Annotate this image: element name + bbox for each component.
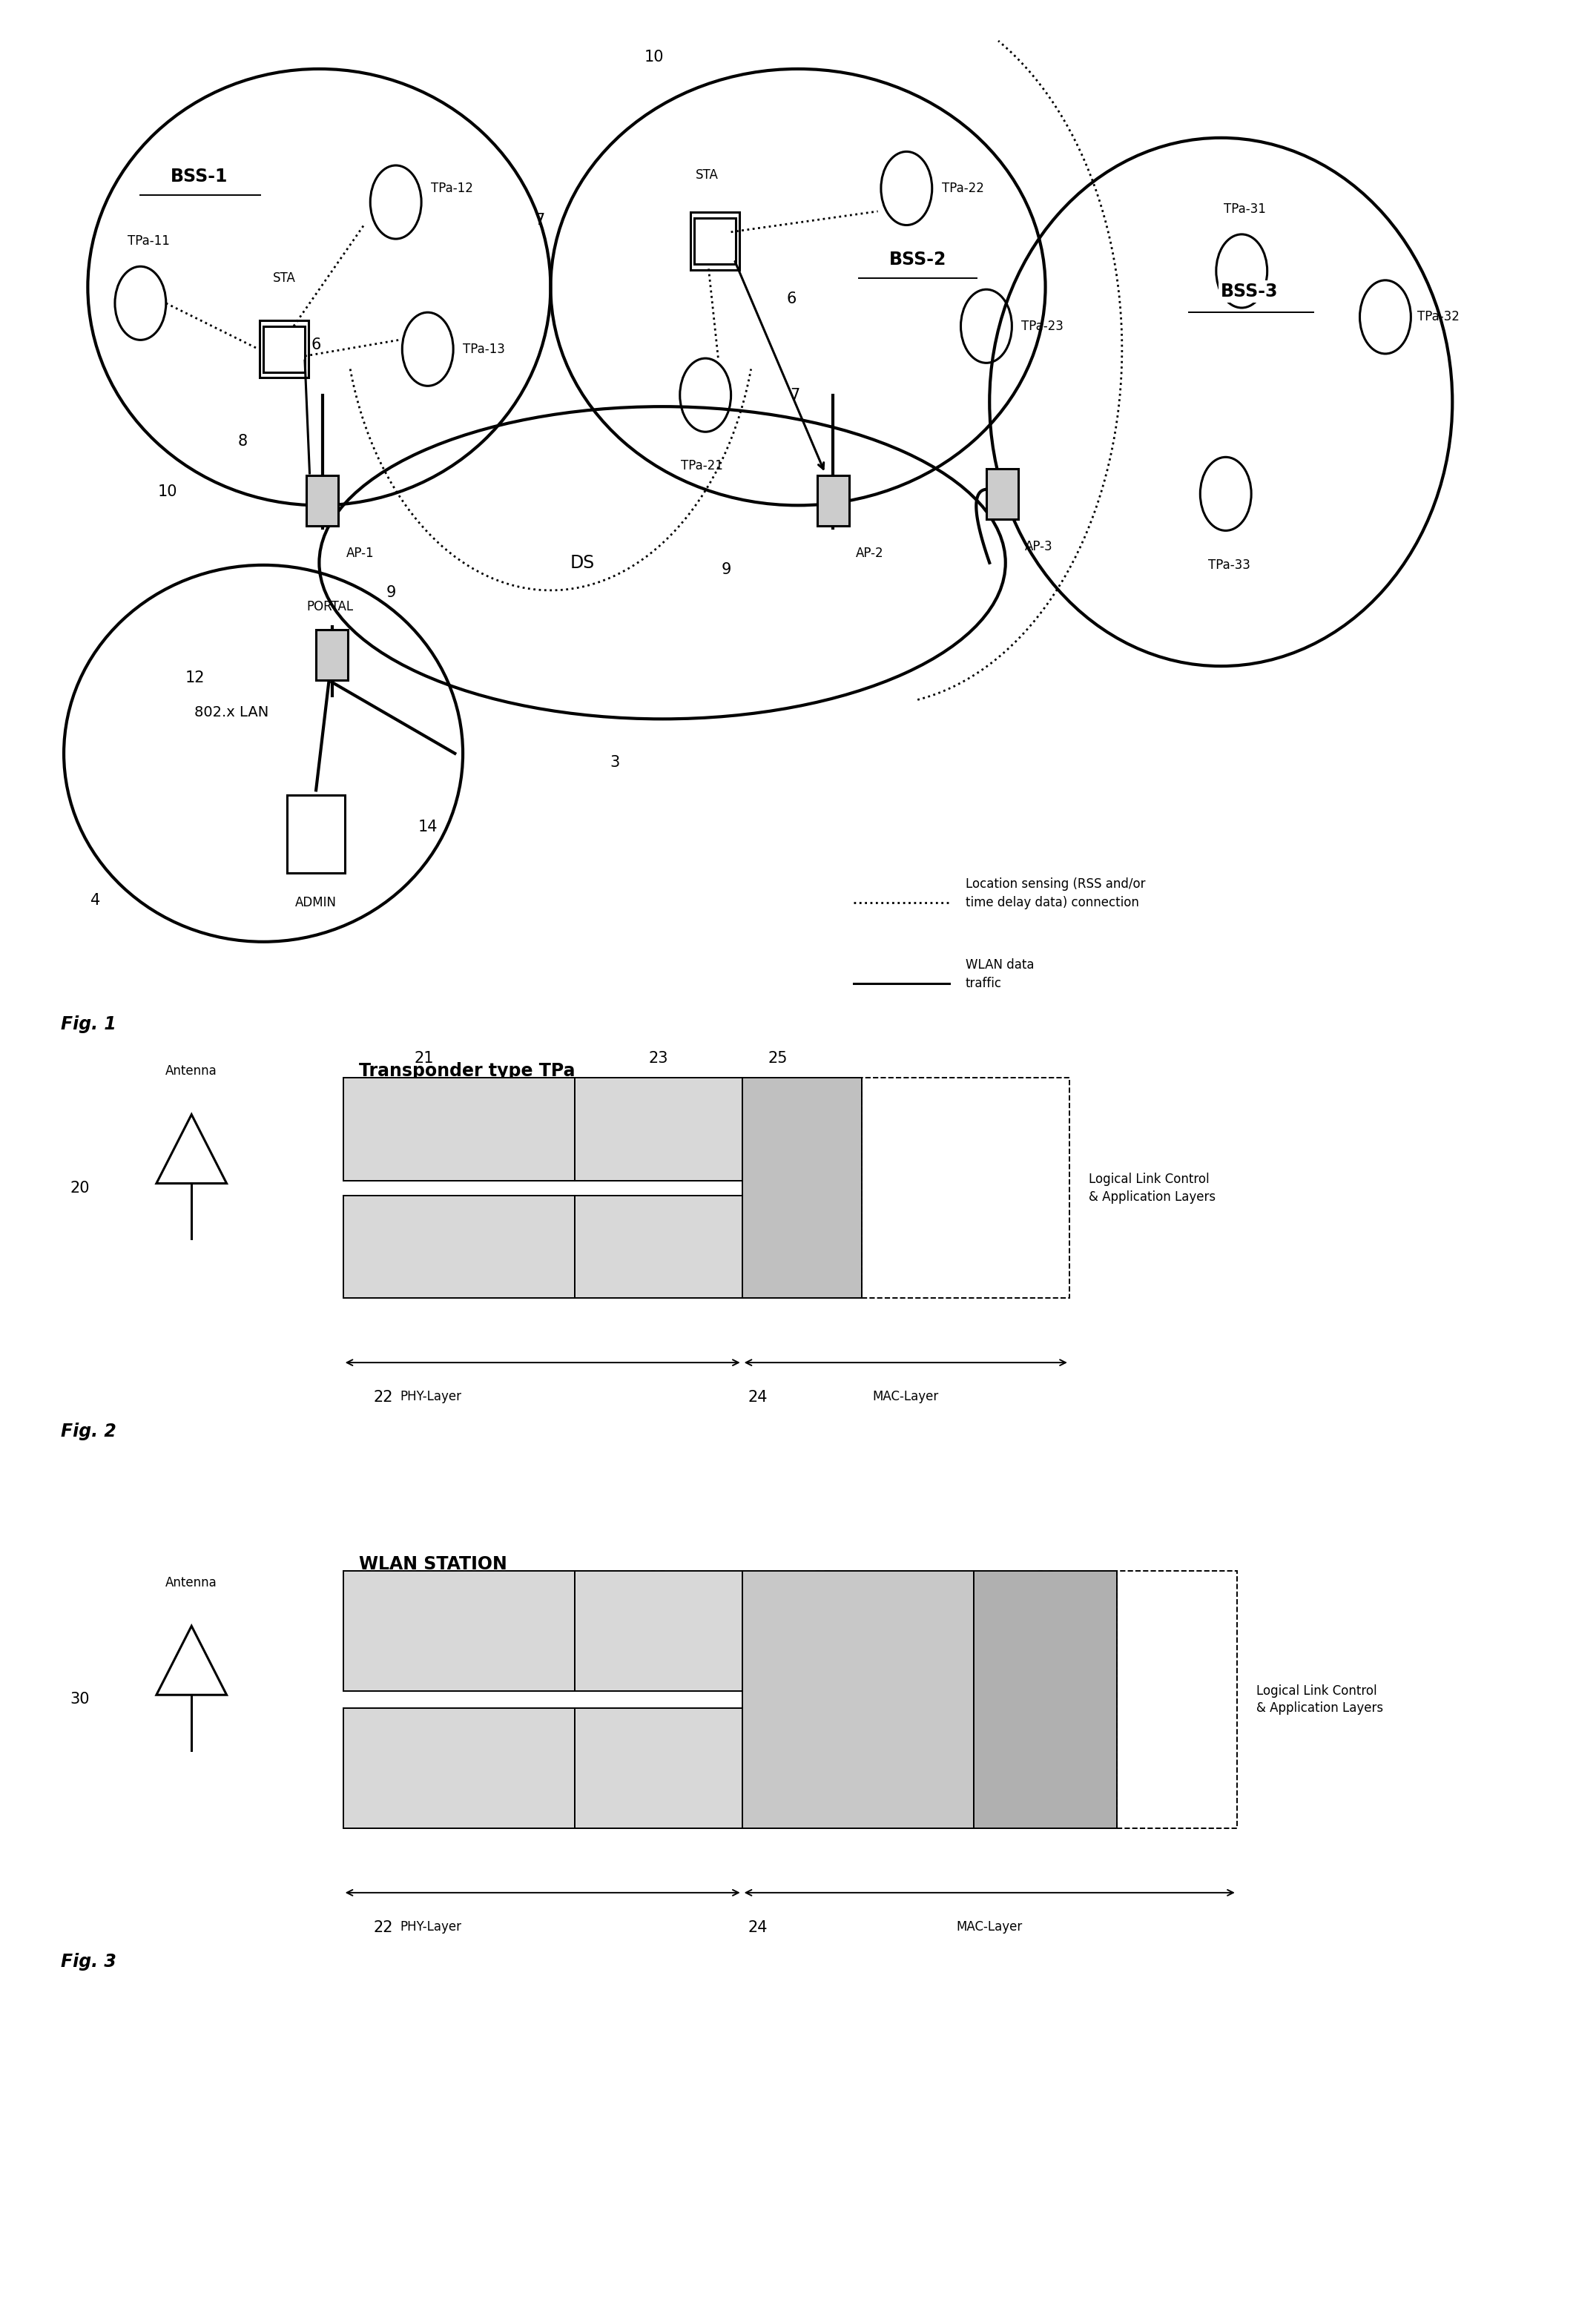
- Bar: [575, 1571, 742, 1691]
- Text: Geodata packet
handler
(Application): Geodata packet handler (Application): [1009, 1684, 1082, 1716]
- Text: 25: 25: [768, 1052, 788, 1066]
- Text: 23: 23: [648, 1052, 669, 1066]
- Text: 21: 21: [415, 1571, 434, 1585]
- Bar: [1117, 1571, 1237, 1828]
- Bar: [689, 211, 741, 269]
- Text: AP-1: AP-1: [346, 547, 373, 560]
- Bar: [316, 629, 348, 680]
- Bar: [694, 218, 736, 264]
- Text: WLAN STATION
(STA): WLAN STATION (STA): [359, 1555, 508, 1594]
- Text: 7: 7: [535, 214, 544, 227]
- Text: TPa-31: TPa-31: [1224, 202, 1266, 216]
- Text: MAC-Layer: MAC-Layer: [956, 1920, 1023, 1934]
- Text: TPa-12: TPa-12: [431, 181, 472, 195]
- Text: 36: 36: [1036, 1571, 1055, 1585]
- Text: 9: 9: [386, 586, 396, 600]
- Text: Antenna: Antenna: [166, 1576, 217, 1590]
- Text: 24: 24: [749, 1390, 768, 1406]
- Text: RF-Transmit: RF-Transmit: [423, 1624, 495, 1638]
- Bar: [343, 1709, 575, 1828]
- Bar: [742, 1571, 974, 1828]
- Text: Fig. 1: Fig. 1: [61, 1015, 117, 1034]
- Text: 9: 9: [721, 563, 731, 577]
- Text: TPa-11: TPa-11: [128, 234, 169, 248]
- Text: TPa-33: TPa-33: [1208, 558, 1250, 572]
- Text: 21: 21: [415, 1052, 434, 1066]
- Bar: [817, 475, 849, 526]
- Text: 14: 14: [418, 820, 437, 834]
- Text: 35: 35: [814, 1571, 833, 1585]
- Text: 4: 4: [91, 894, 101, 907]
- Text: TPa-21: TPa-21: [681, 459, 723, 473]
- Bar: [575, 1194, 742, 1298]
- Text: Logical Link Control
& Application Layers: Logical Link Control & Application Layer…: [1088, 1171, 1216, 1204]
- Bar: [986, 469, 1018, 519]
- Text: TPa-22: TPa-22: [942, 181, 983, 195]
- Text: TPa-23: TPa-23: [1021, 319, 1063, 333]
- Text: 30: 30: [70, 1693, 89, 1707]
- Text: BSS-3: BSS-3: [1221, 283, 1278, 301]
- Text: TPa-32: TPa-32: [1417, 310, 1459, 324]
- Bar: [343, 1077, 575, 1181]
- Text: Logical Link Control
& Application Layers: Logical Link Control & Application Layer…: [1256, 1684, 1384, 1716]
- Text: WLAN data
traffic: WLAN data traffic: [966, 958, 1034, 990]
- Bar: [974, 1571, 1117, 1828]
- Text: 8: 8: [238, 434, 247, 448]
- Text: Baseband-
Receive: Baseband- Receive: [630, 1236, 686, 1259]
- Text: PHY-Layer: PHY-Layer: [401, 1920, 461, 1934]
- Bar: [742, 1077, 862, 1298]
- Text: Transponder type TPa: Transponder type TPa: [359, 1061, 575, 1080]
- Text: 3: 3: [610, 756, 619, 769]
- Text: AP-2: AP-2: [855, 547, 883, 560]
- Text: Reduced MAC
(R-MACa): Reduced MAC (R-MACa): [769, 1178, 835, 1199]
- Text: 20: 20: [70, 1181, 89, 1194]
- Text: Baseband-
Transmit: Baseband- Transmit: [630, 1619, 686, 1642]
- Text: Antenna: Antenna: [166, 1064, 217, 1077]
- Bar: [263, 326, 305, 372]
- Text: Baseband-
Receive: Baseband- Receive: [630, 1757, 686, 1780]
- Text: 22: 22: [373, 1390, 393, 1406]
- Bar: [343, 1571, 575, 1691]
- Text: AP-3: AP-3: [1025, 540, 1052, 554]
- Text: Baseband-
Transmit: Baseband- Transmit: [630, 1119, 686, 1139]
- Text: 802.x LAN: 802.x LAN: [195, 705, 268, 719]
- Text: 6: 6: [311, 338, 321, 351]
- Text: 10: 10: [158, 485, 177, 498]
- Text: 6: 6: [787, 292, 796, 306]
- Bar: [575, 1077, 742, 1181]
- Text: 22: 22: [373, 1920, 393, 1934]
- Text: Location sensing (RSS and/or
time delay data) connection: Location sensing (RSS and/or time delay …: [966, 877, 1146, 910]
- Text: Fig. 2: Fig. 2: [61, 1422, 117, 1440]
- Text: RF-Transmit: RF-Transmit: [423, 1123, 495, 1137]
- Text: PORTAL: PORTAL: [306, 600, 353, 613]
- Text: PHY-Layer: PHY-Layer: [401, 1390, 461, 1403]
- Text: MAC-Layer: MAC-Layer: [873, 1390, 938, 1403]
- Text: 10: 10: [645, 51, 664, 64]
- Bar: [575, 1709, 742, 1828]
- Text: 7: 7: [790, 388, 800, 402]
- Text: BSS-2: BSS-2: [889, 250, 946, 269]
- Text: Fig. 3: Fig. 3: [61, 1952, 117, 1971]
- Text: STA: STA: [273, 271, 295, 285]
- Bar: [343, 1194, 575, 1298]
- Bar: [862, 1077, 1069, 1298]
- Text: DS: DS: [570, 554, 595, 572]
- Bar: [259, 319, 308, 377]
- Text: 24: 24: [749, 1920, 768, 1934]
- Text: RF-Receive: RF-Receive: [425, 1762, 493, 1776]
- Text: 12: 12: [185, 671, 204, 685]
- Text: Full MAC: Full MAC: [832, 1693, 884, 1707]
- Bar: [287, 795, 345, 873]
- Text: ADMIN: ADMIN: [295, 896, 337, 910]
- Text: STA: STA: [696, 168, 718, 181]
- Text: TPa-13: TPa-13: [463, 342, 504, 356]
- Text: 23: 23: [648, 1571, 669, 1585]
- Text: BSS-1: BSS-1: [171, 168, 228, 186]
- Text: RF-Receive: RF-Receive: [425, 1240, 493, 1254]
- Bar: [306, 475, 338, 526]
